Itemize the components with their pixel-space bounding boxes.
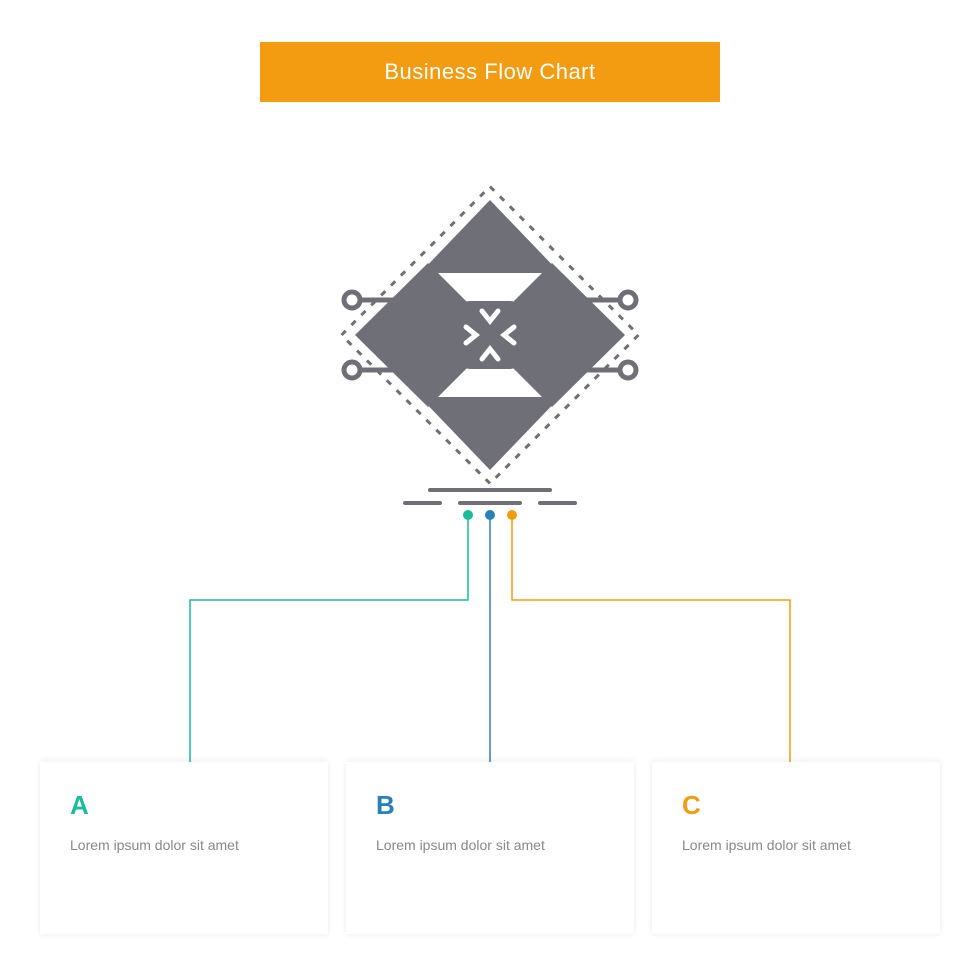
card-b: B Lorem ipsum dolor sit amet (346, 762, 634, 934)
card-c: C Lorem ipsum dolor sit amet (652, 762, 940, 934)
card-letter-c: C (682, 790, 910, 821)
underline-dashes (405, 490, 575, 503)
header-title: Business Flow Chart (384, 59, 595, 85)
central-icon (310, 155, 670, 515)
card-a: A Lorem ipsum dolor sit amet (40, 762, 328, 934)
connector-lines (0, 505, 980, 775)
card-letter-b: B (376, 790, 604, 821)
cards-row: A Lorem ipsum dolor sit amet B Lorem ips… (0, 762, 980, 934)
header-bar: Business Flow Chart (260, 42, 720, 102)
card-body-b: Lorem ipsum dolor sit amet (376, 835, 604, 856)
card-letter-a: A (70, 790, 298, 821)
card-body-a: Lorem ipsum dolor sit amet (70, 835, 298, 856)
card-body-c: Lorem ipsum dolor sit amet (682, 835, 910, 856)
center-tile-icon (456, 301, 524, 369)
